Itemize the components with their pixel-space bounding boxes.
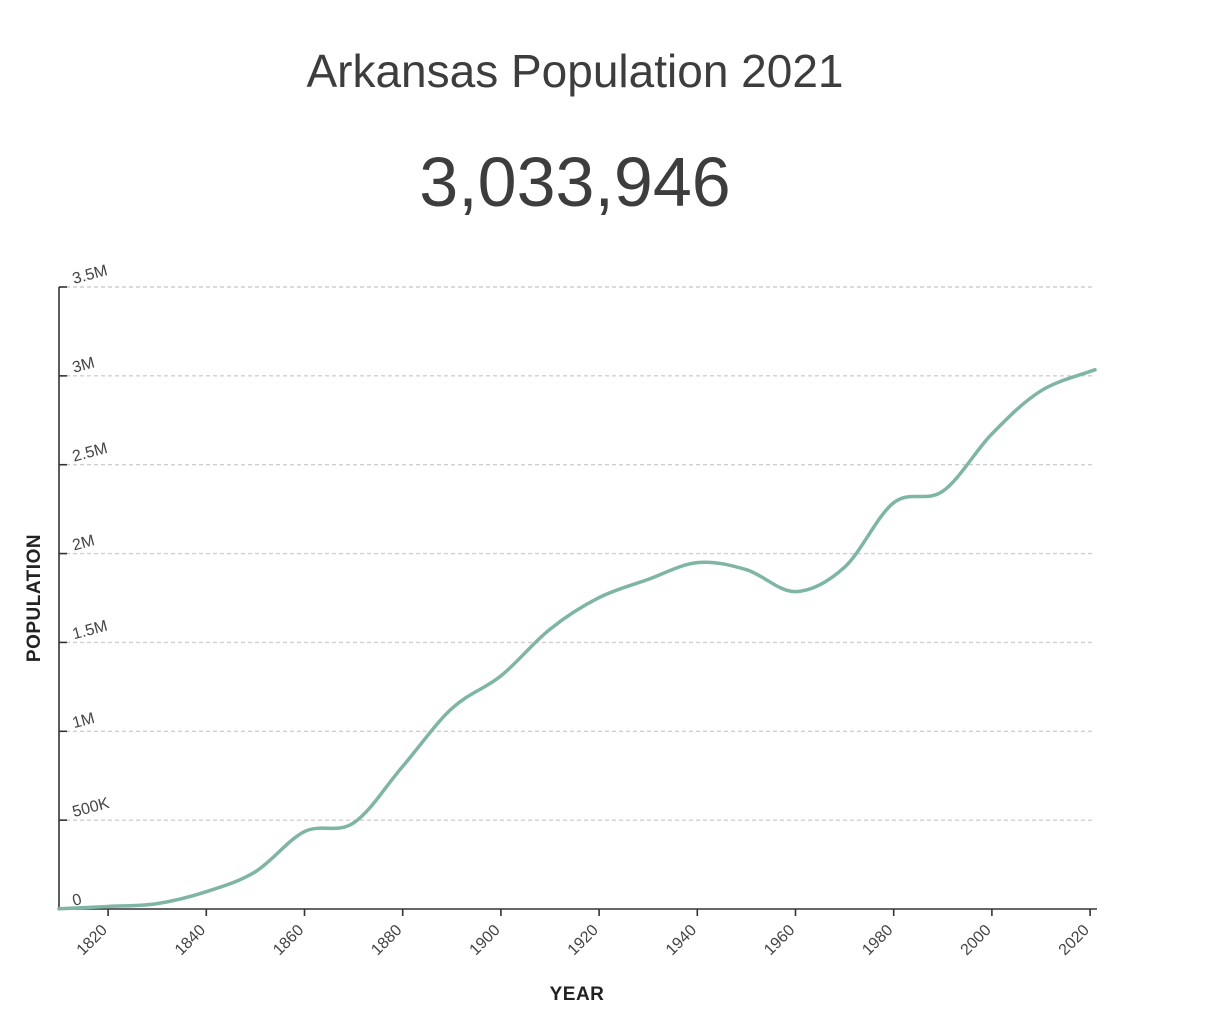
- population-series-line: [57, 368, 1097, 911]
- y-tick-label: 0: [71, 891, 84, 910]
- x-tick-label: 1880: [368, 922, 405, 959]
- data-point: [450, 706, 454, 711]
- x-tick-label: 1980: [859, 922, 896, 959]
- data-point: [646, 577, 650, 582]
- data-point: [351, 821, 356, 825]
- data-point: [106, 904, 110, 909]
- data-point: [302, 830, 307, 834]
- current-population-value: 3,033,946: [419, 143, 731, 221]
- y-axis-label: POPULATION: [24, 534, 45, 662]
- data-point: [695, 560, 699, 565]
- data-point: [597, 596, 601, 600]
- data-point: [892, 501, 896, 505]
- data-point: [548, 627, 552, 631]
- y-tick-label: 1.5M: [71, 618, 110, 644]
- y-tick-label: 3.5M: [71, 262, 110, 288]
- data-point: [744, 568, 748, 572]
- x-axis-ticks: 1820 1840 1860 1880 1900 1920 1940 1960 1980 2000…: [74, 909, 1093, 959]
- axes: [58, 287, 1097, 910]
- y-tick-label: 2M: [71, 532, 97, 554]
- data-point: [204, 890, 208, 894]
- data-point: [1093, 368, 1097, 372]
- data-point: [401, 764, 405, 768]
- x-tick-label: 1820: [74, 922, 111, 959]
- x-axis-label: YEAR: [550, 984, 605, 1005]
- data-point: [253, 870, 257, 874]
- data-point: [793, 589, 798, 594]
- x-tick-label: 1900: [467, 922, 504, 959]
- x-tick-label: 2020: [1056, 922, 1093, 959]
- x-tick-label: 1860: [270, 922, 307, 959]
- y-tick-label: 1M: [71, 710, 97, 732]
- x-tick-label: 1920: [565, 922, 602, 959]
- series-layer: [57, 368, 1097, 911]
- data-point: [499, 674, 503, 678]
- data-point: [155, 901, 159, 906]
- data-point: [1039, 389, 1043, 393]
- y-tick-label: 3M: [71, 355, 97, 377]
- data-point: [842, 565, 847, 569]
- grid-lines: [59, 286, 1095, 821]
- data-point: [941, 489, 945, 493]
- data-point: [57, 907, 61, 911]
- y-tick-label: 2.5M: [71, 440, 110, 466]
- y-axis-ticks: 0 500K 1M 1.5M 2M 2.5M 3M 3.5M: [59, 262, 111, 910]
- data-point: [990, 432, 994, 436]
- chart-title: Arkansas Population 2021: [306, 45, 844, 97]
- x-tick-label: 1960: [761, 922, 798, 959]
- x-tick-label: 1840: [172, 922, 209, 959]
- x-tick-label: 2000: [958, 922, 995, 959]
- y-tick-label: 500K: [71, 795, 112, 821]
- x-tick-label: 1940: [663, 922, 700, 959]
